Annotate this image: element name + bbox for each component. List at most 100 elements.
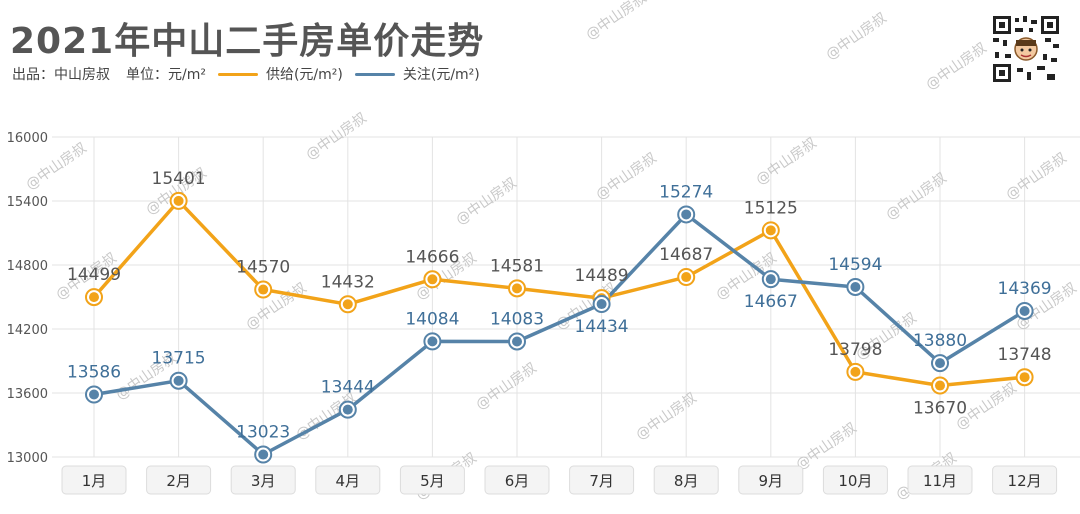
x-tick-label: 1月 <box>82 472 107 490</box>
data-point <box>512 336 522 347</box>
data-point <box>935 380 945 391</box>
data-point <box>427 336 438 347</box>
data-label: 15274 <box>659 182 713 202</box>
data-label: 14434 <box>575 317 629 337</box>
x-tick-label: 10月 <box>838 472 872 490</box>
watermark-text: @中山房叔 <box>823 10 890 63</box>
series-line-attention <box>93 212 1026 457</box>
x-tick-label: 11月 <box>923 472 957 490</box>
legend-attention: 关注(元/m²) <box>354 64 480 84</box>
x-category-box <box>822 465 888 495</box>
data-label: 14666 <box>405 247 459 267</box>
unit-label: 单位：元/m² <box>126 67 206 83</box>
y-tick-label: 14800 <box>7 259 48 274</box>
x-tick-label: 12月 <box>1008 472 1042 490</box>
data-point <box>89 389 99 400</box>
page-title: 2021年中山二手房单价走势 <box>10 21 485 62</box>
data-label: 14499 <box>67 265 121 285</box>
data-label: 13444 <box>321 378 375 398</box>
legend-supply: 供给(元/m²) <box>217 64 343 84</box>
data-point <box>258 449 269 460</box>
watermark-text: @中山房叔 <box>243 280 310 333</box>
data-label: 14687 <box>659 245 713 265</box>
data-label: 14581 <box>490 256 544 276</box>
data-label: 14432 <box>321 272 375 292</box>
watermark-text: @中山房叔 <box>753 135 820 188</box>
y-tick-label: 13600 <box>7 387 48 402</box>
x-category-box <box>992 465 1058 495</box>
subtitle-row: 出品：中山房叔 单位：元/m² 供给(元/m²) 关注(元/m²) <box>12 64 480 84</box>
data-point <box>765 225 776 236</box>
data-point <box>512 283 522 294</box>
y-tick-label: 14200 <box>7 323 48 338</box>
data-label: 15401 <box>152 169 206 189</box>
y-tick-label: 16000 <box>7 131 48 146</box>
x-tick-label: 3月 <box>251 472 276 490</box>
x-tick-label: 9月 <box>759 472 784 490</box>
data-label: 13748 <box>998 345 1052 365</box>
data-point <box>1019 372 1030 383</box>
x-category-box <box>907 465 973 495</box>
watermark-text: @中山房叔 <box>453 175 520 228</box>
data-point <box>1019 305 1030 316</box>
data-point <box>342 404 353 415</box>
data-point <box>173 375 184 386</box>
x-category-box <box>230 465 296 495</box>
legend-attention-swatch <box>354 72 395 76</box>
x-category-box <box>315 465 381 495</box>
data-label: 13798 <box>828 340 882 360</box>
data-label: 13880 <box>913 331 967 351</box>
watermark-text: @中山房叔 <box>23 140 90 193</box>
data-label: 15125 <box>744 198 798 218</box>
y-tick-label: 15400 <box>7 195 48 210</box>
watermark-text: @中山房叔 <box>793 420 860 473</box>
data-point <box>427 274 438 285</box>
x-tick-label: 6月 <box>505 472 530 490</box>
data-point <box>765 274 776 285</box>
data-label: 14369 <box>998 279 1052 299</box>
data-label: 13715 <box>152 349 206 369</box>
data-label: 14084 <box>405 309 459 329</box>
data-point <box>681 209 692 220</box>
series-line-supply <box>92 199 1025 388</box>
x-tick-label: 2月 <box>166 472 191 490</box>
data-point <box>850 366 861 377</box>
x-tick-label: 4月 <box>336 472 361 490</box>
legend-supply-label: 供给(元/m²) <box>265 67 343 83</box>
data-label: 14083 <box>490 309 544 329</box>
x-category-box <box>399 465 465 495</box>
x-tick-label: 7月 <box>589 472 614 490</box>
x-category-box <box>484 465 550 495</box>
x-category-box <box>146 465 212 495</box>
x-tick-label: 8月 <box>674 472 699 490</box>
x-category-box <box>61 465 127 495</box>
data-point <box>258 284 269 295</box>
data-point <box>342 299 353 310</box>
watermark-text: @中山房叔 <box>923 40 990 93</box>
data-label: 14594 <box>828 255 882 275</box>
data-point <box>173 195 184 206</box>
watermark-text: @中山房叔 <box>1003 150 1070 203</box>
watermark-text: @中山房叔 <box>583 0 650 43</box>
data-point <box>681 272 692 283</box>
source-label: 出品：中山房叔 <box>12 67 110 83</box>
data-label: 14489 <box>575 266 629 286</box>
data-point <box>850 281 861 292</box>
data-label: 14667 <box>744 292 798 312</box>
data-label: 13586 <box>67 362 121 382</box>
x-category-box <box>653 465 719 495</box>
y-tick-label: 13000 <box>7 451 48 466</box>
watermark-text: @中山房叔 <box>593 150 660 203</box>
data-label: 13023 <box>236 423 290 443</box>
data-label: 14570 <box>236 258 290 278</box>
watermark-text: @中山房叔 <box>473 360 540 413</box>
x-tick-label: 5月 <box>420 472 445 490</box>
watermark-text: @中山房叔 <box>633 390 700 443</box>
x-category-box <box>738 465 804 495</box>
data-label: 13670 <box>913 399 967 419</box>
legend-attention-label: 关注(元/m²) <box>402 67 480 83</box>
data-point <box>935 358 945 369</box>
legend-supply-swatch <box>217 72 258 76</box>
data-point <box>89 292 99 303</box>
